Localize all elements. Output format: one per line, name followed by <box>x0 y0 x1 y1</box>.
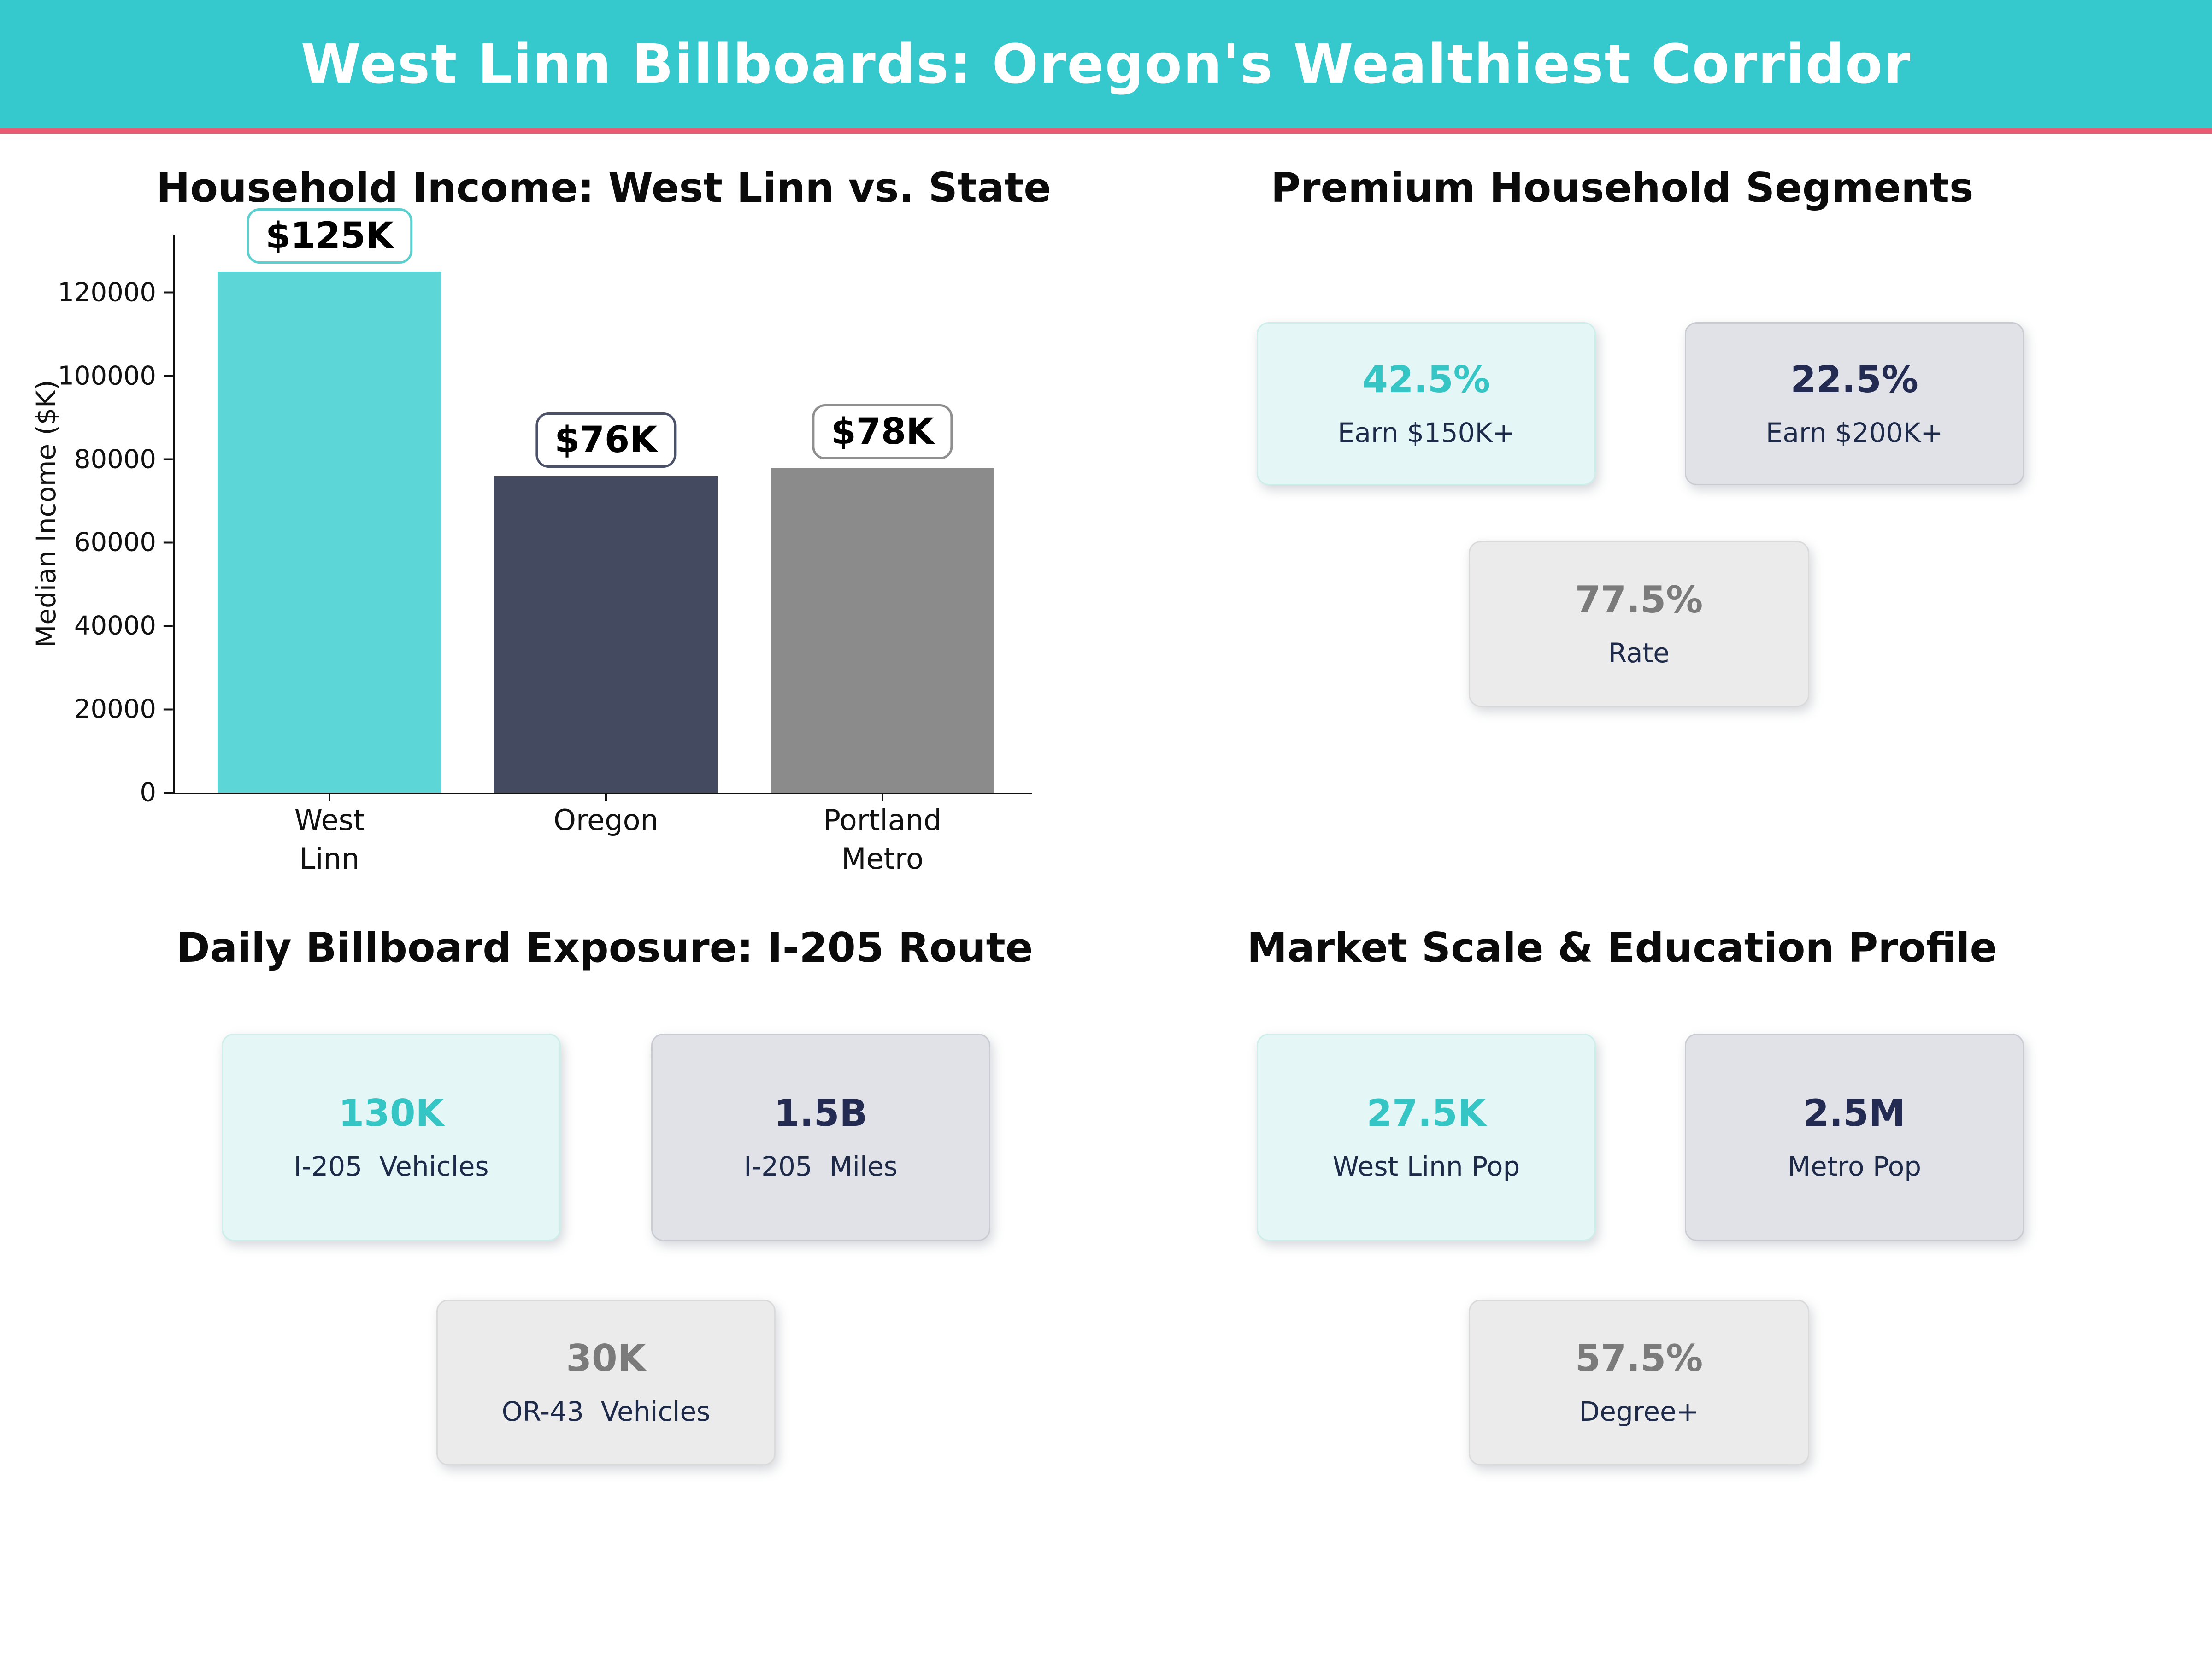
bar-slot-oregon: $76K Oregon <box>494 235 718 837</box>
y-tick: 20000 <box>74 694 173 724</box>
bar-value-annotation: $76K <box>535 412 677 468</box>
y-tick: 0 <box>140 778 173 808</box>
bar-value-annotation: $125K <box>247 208 412 264</box>
x-tick-mark <box>882 793 883 801</box>
y-axis-label: Median Income ($K) <box>30 380 62 648</box>
stat-label: Degree+ <box>1579 1396 1699 1427</box>
y-tick: 60000 <box>74 528 173 558</box>
header-banner: West Linn Billboards: Oregon's Wealthies… <box>0 0 2212 128</box>
stat-card-west-linn-pop: 27.5K West Linn Pop <box>1257 1034 1596 1241</box>
y-tick-mark <box>164 792 173 794</box>
section-title-premium: Premium Household Segments <box>1271 164 1974 212</box>
bar-west-linn <box>218 271 441 793</box>
stat-label: I-205 Miles <box>744 1151 898 1182</box>
x-tick-mark <box>329 793 330 801</box>
stat-card-earn-150k: 42.5% Earn $150K+ <box>1257 322 1596 485</box>
y-tick-label: 60000 <box>74 527 156 558</box>
stat-label: West Linn Pop <box>1332 1151 1520 1182</box>
header-accent-bar <box>0 128 2212 134</box>
bar-chart-plot-area: 0 20000 40000 60000 80000 100000 120000 … <box>58 208 1032 876</box>
stat-value: 27.5K <box>1366 1092 1486 1135</box>
stat-label: Earn $150K+ <box>1337 417 1515 448</box>
stat-card-degree: 57.5% Degree+ <box>1469 1300 1809 1465</box>
stat-value: 2.5M <box>1803 1092 1906 1135</box>
stat-card-or43-vehicles: 30K OR-43 Vehicles <box>436 1300 776 1465</box>
stat-label: OR-43 Vehicles <box>501 1396 711 1427</box>
bar-slot-west-linn: $125K West Linn <box>218 208 441 876</box>
section-title-market: Market Scale & Education Profile <box>1247 924 1998 971</box>
page-title: West Linn Billboards: Oregon's Wealthies… <box>300 32 1912 96</box>
x-tick-label: Oregon <box>553 803 659 837</box>
y-tick-label: 120000 <box>58 277 156 308</box>
bar-oregon <box>494 476 718 793</box>
chart-title: Household Income: West Linn vs. State <box>156 164 1052 212</box>
stat-card-earn-200k: 22.5% Earn $200K+ <box>1685 322 2024 485</box>
y-tick-mark <box>164 541 173 544</box>
y-tick-mark <box>164 375 173 377</box>
stat-card-rate: 77.5% Rate <box>1469 541 1809 707</box>
stat-value: 30K <box>566 1337 646 1380</box>
stat-label: Metro Pop <box>1787 1151 1922 1182</box>
y-tick: 120000 <box>58 277 173 307</box>
y-tick-label: 20000 <box>74 694 156 724</box>
stat-value: 1.5B <box>774 1092 868 1135</box>
stat-label: I-205 Vehicles <box>294 1151 489 1182</box>
y-tick-label: 80000 <box>74 444 156 475</box>
stat-value: 130K <box>338 1092 444 1135</box>
stat-label: Rate <box>1608 637 1670 669</box>
y-tick-label: 0 <box>140 777 156 808</box>
bar-value-annotation: $78K <box>812 404 953 459</box>
y-tick-mark <box>164 458 173 460</box>
y-tick: 40000 <box>74 611 173 641</box>
stat-card-metro-pop: 2.5M Metro Pop <box>1685 1034 2024 1241</box>
stat-value: 77.5% <box>1575 578 1703 621</box>
y-tick-mark <box>164 708 173 711</box>
x-tick-mark <box>605 793 607 801</box>
y-tick-mark <box>164 625 173 627</box>
section-title-exposure: Daily Billboard Exposure: I-205 Route <box>176 924 1033 971</box>
x-tick-label: West Linn <box>294 803 365 876</box>
y-tick-mark <box>164 291 173 294</box>
stat-value: 42.5% <box>1362 358 1490 401</box>
stat-value: 57.5% <box>1575 1337 1703 1380</box>
y-tick: 100000 <box>58 361 173 391</box>
stat-value: 22.5% <box>1790 358 1918 401</box>
x-tick-label: Portland Metro <box>823 803 942 876</box>
stat-card-i205-vehicles: 130K I-205 Vehicles <box>222 1034 561 1241</box>
stat-label: Earn $200K+ <box>1765 417 1943 448</box>
bar-slot-portland-metro: $78K Portland Metro <box>771 235 994 876</box>
stat-card-i205-miles: 1.5B I-205 Miles <box>651 1034 990 1241</box>
bar-portland-metro <box>771 467 994 793</box>
y-tick-label: 40000 <box>74 611 156 641</box>
y-tick: 80000 <box>74 444 173 474</box>
y-tick-label: 100000 <box>58 361 156 391</box>
